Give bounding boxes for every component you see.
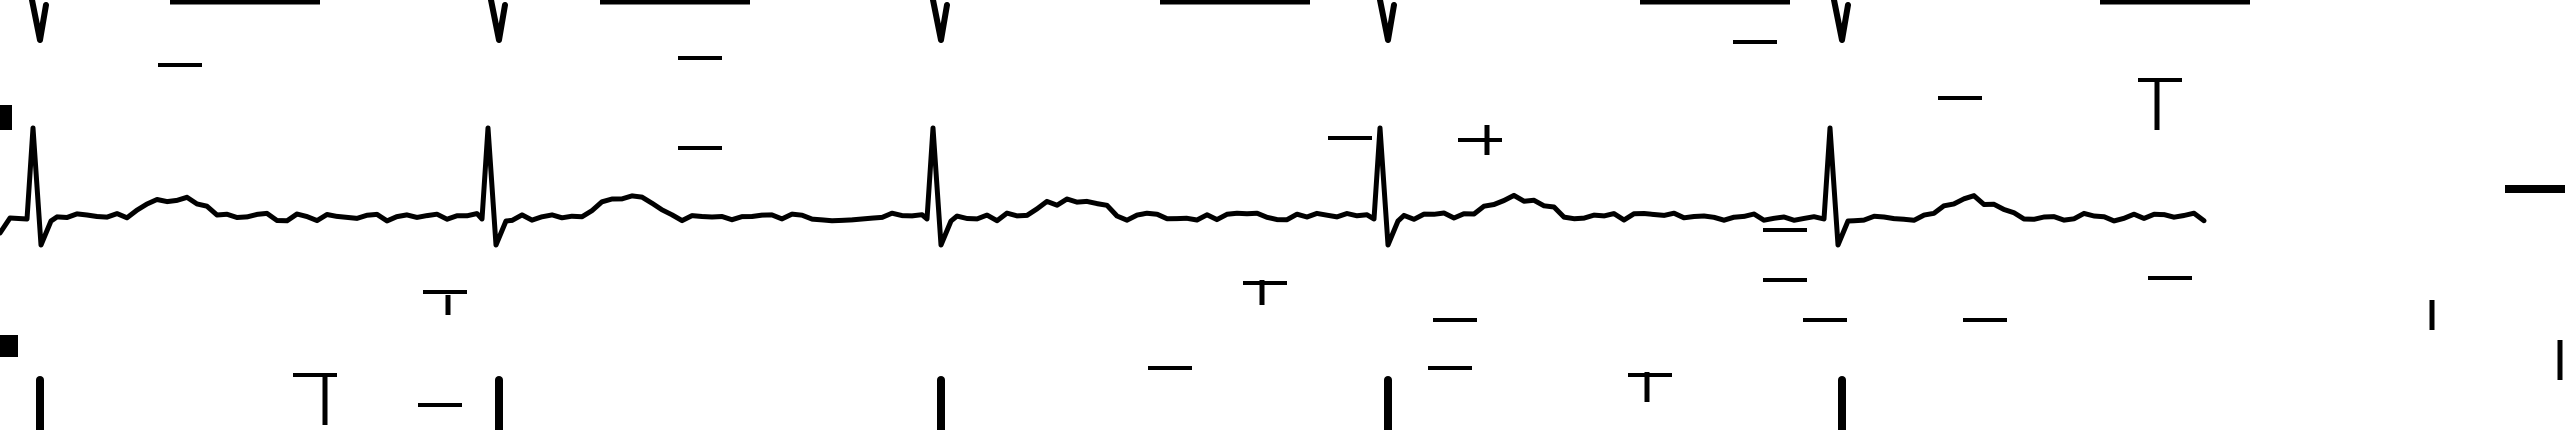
top-lead-fragment	[29, 0, 2250, 43]
scan-artifacts	[0, 40, 2565, 425]
qrs-fragment	[930, 0, 950, 43]
artifact-block	[0, 105, 12, 130]
qrs-fragment	[1831, 0, 1851, 43]
qrs-fragment	[29, 0, 49, 43]
ecg-trace	[0, 125, 2207, 248]
artifact-block	[0, 335, 18, 357]
bottom-lead-fragment	[36, 376, 1846, 430]
qrs-fragment	[488, 0, 508, 43]
artifact-block	[2505, 185, 2565, 193]
qrs-fragment	[1377, 0, 1397, 43]
